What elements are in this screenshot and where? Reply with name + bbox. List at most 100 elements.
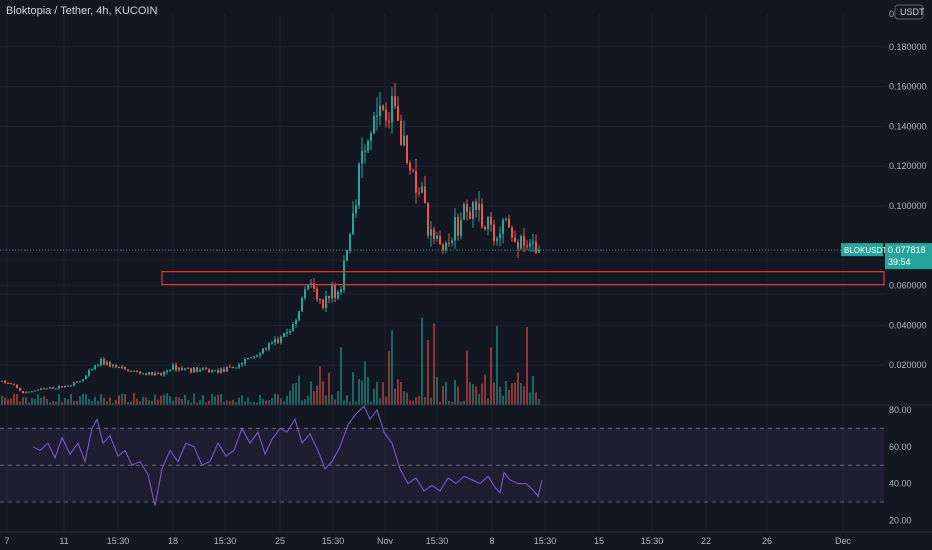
volume-bar <box>7 399 9 405</box>
volume-bar <box>157 399 159 405</box>
candle-body <box>10 382 12 384</box>
candle-body <box>412 170 414 172</box>
volume-bar <box>463 400 465 405</box>
volume-bar <box>226 400 228 405</box>
volume-bar <box>364 361 366 405</box>
volume-bar <box>118 395 120 405</box>
volume-bar <box>433 323 435 405</box>
candle-body <box>184 368 186 370</box>
candle-body <box>367 140 369 151</box>
candle-body <box>43 388 45 390</box>
candle-body <box>361 151 363 164</box>
y-tick-label: 0.180000 <box>889 42 927 52</box>
candle-body <box>499 233 501 239</box>
candle-body <box>301 298 303 312</box>
volume-bar <box>193 393 195 405</box>
volume-bar <box>295 382 297 405</box>
candle-body <box>178 367 180 371</box>
candle-body <box>403 135 405 146</box>
volume-bar <box>115 400 117 405</box>
x-tick-label: 22 <box>701 536 711 546</box>
x-tick-label: 15:30 <box>426 536 449 546</box>
candle-body <box>277 339 279 343</box>
volume-bar <box>64 398 66 405</box>
volume-bar <box>526 326 528 405</box>
x-tick-label: 11 <box>59 536 68 546</box>
volume-bar <box>301 400 303 405</box>
volume-bar <box>469 382 471 405</box>
candle-body <box>154 373 156 376</box>
volume-bar <box>229 401 231 405</box>
candle-body <box>511 227 513 238</box>
volume-bar <box>244 401 246 405</box>
candle-body <box>358 163 360 206</box>
x-tick-label: 18 <box>168 536 178 546</box>
candle-body <box>466 204 468 212</box>
candle-body <box>382 105 384 110</box>
candle-body <box>118 367 120 369</box>
volume-bar <box>265 400 267 405</box>
volume-bar <box>499 386 501 405</box>
volume-bar <box>112 402 114 405</box>
volume-bar <box>19 401 21 405</box>
volume-bar <box>10 398 12 405</box>
candle-body <box>130 370 132 372</box>
candle-body <box>406 135 408 163</box>
candle-body <box>514 237 516 242</box>
volume-bar <box>16 393 18 405</box>
candle-body <box>529 243 531 247</box>
volume-bar <box>130 401 132 405</box>
candle-body <box>289 330 291 333</box>
volume-bar <box>178 397 180 405</box>
volume-bar <box>523 386 525 405</box>
candle-body <box>46 388 48 390</box>
volume-bar <box>460 401 462 405</box>
volume-bar <box>220 393 222 405</box>
candle-body <box>7 382 9 384</box>
candle-body <box>187 368 189 370</box>
volume-bar <box>103 398 105 405</box>
candle-body <box>409 162 411 171</box>
volume-bar <box>97 401 99 405</box>
volume-bar <box>412 400 414 405</box>
volume-bar <box>190 402 192 405</box>
candle-body <box>340 289 342 293</box>
volume-bar <box>502 395 504 405</box>
candle-body <box>304 289 306 299</box>
volume-bar <box>385 396 387 405</box>
candle-body <box>232 366 234 369</box>
candle-body <box>421 186 423 193</box>
candle-body <box>307 285 309 290</box>
rsi-tick-label: 40.00 <box>889 479 912 489</box>
candle-body <box>13 383 15 385</box>
volume-bar <box>253 401 255 405</box>
candle-body <box>439 235 441 245</box>
candle-body <box>79 381 81 383</box>
candle-body <box>538 250 540 253</box>
volume-bar <box>181 399 183 405</box>
candle-body <box>319 299 321 301</box>
candle-body <box>214 370 216 372</box>
symbol-tag <box>841 243 883 257</box>
candle-body <box>157 373 159 375</box>
volume-bar <box>31 397 33 405</box>
candle-body <box>172 364 174 370</box>
volume-bar <box>331 394 333 405</box>
volume-bar <box>424 397 426 405</box>
volume-bar <box>58 393 60 405</box>
candle-body <box>535 241 537 253</box>
candle-body <box>166 370 168 373</box>
candle-body <box>49 387 51 389</box>
volume-bar <box>151 400 153 405</box>
volume-bar <box>418 396 420 405</box>
volume-bar <box>520 383 522 405</box>
candle-body <box>199 369 201 372</box>
candle-body <box>175 364 177 371</box>
volume-bar <box>208 400 210 405</box>
candle-body <box>322 299 324 308</box>
volume-bar <box>280 398 282 405</box>
volume-bar <box>358 378 360 405</box>
candle-body <box>394 96 396 107</box>
candle-body <box>40 388 42 390</box>
